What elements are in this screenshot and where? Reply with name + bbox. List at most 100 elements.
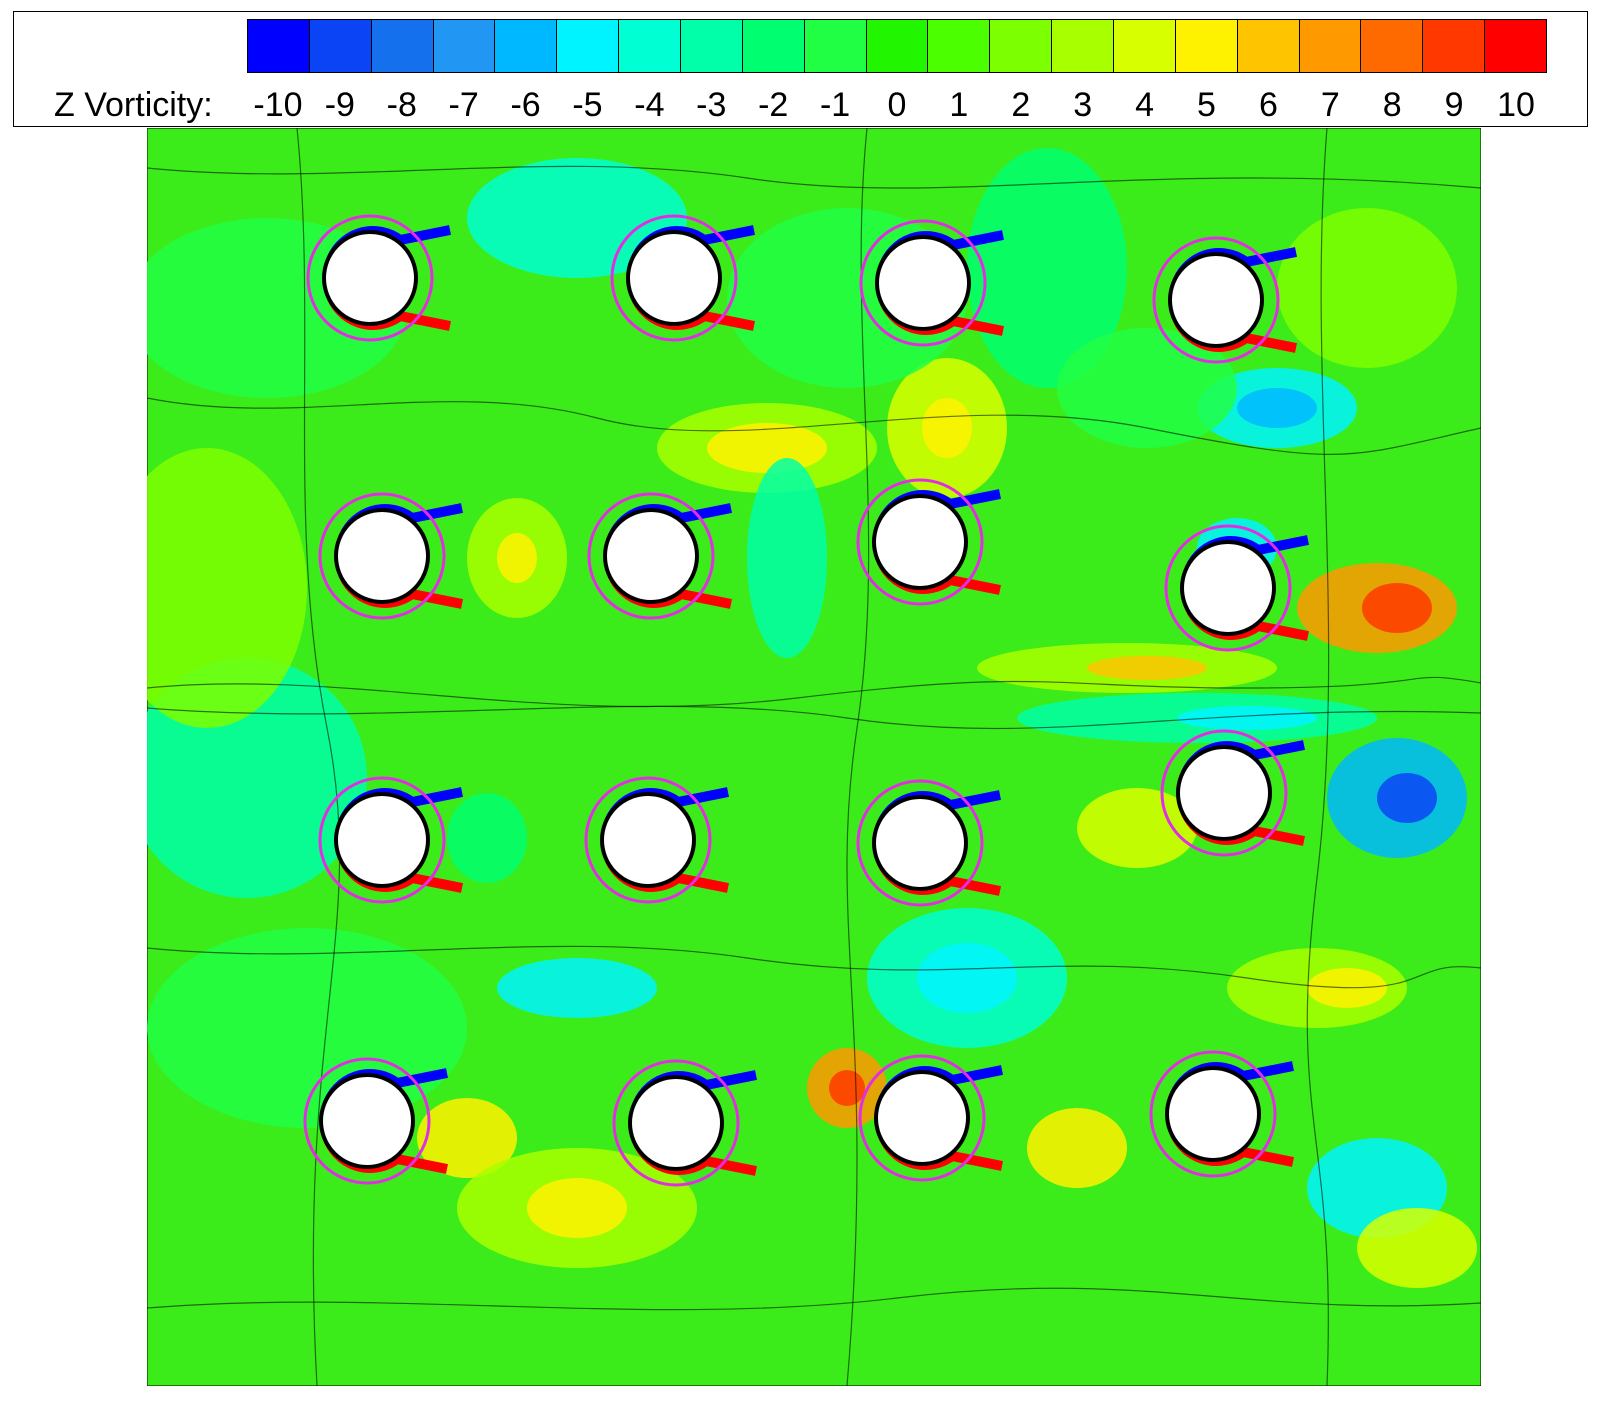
cylinder — [872, 795, 968, 891]
colorbar-tick-label: -1 — [819, 86, 851, 124]
colorbar-swatch — [866, 20, 929, 72]
cylinder-ring — [859, 219, 987, 347]
vortex-region — [917, 943, 1017, 1013]
colorbar-swatch — [742, 20, 805, 72]
colorbar-swatch — [990, 20, 1053, 72]
cylinder — [1165, 1066, 1261, 1162]
contour-line — [147, 1287, 1481, 1311]
vortex-region — [829, 1070, 865, 1106]
colorbar-swatch — [928, 20, 991, 72]
vortex-region — [967, 148, 1127, 388]
cylinder — [874, 1070, 970, 1166]
cylinder — [628, 1075, 724, 1171]
legend-title: Z Vorticity: — [54, 86, 213, 124]
cylinder-ring — [318, 776, 446, 904]
colorbar-swatch — [619, 20, 682, 72]
vortex-region — [497, 958, 657, 1018]
colorbar-swatch — [1237, 20, 1300, 72]
colorbar-tick-label: 8 — [1382, 86, 1402, 124]
vortex-region — [922, 398, 972, 458]
colorbar-tick-label: 6 — [1258, 86, 1278, 124]
cylinder — [626, 230, 722, 326]
vortex-region — [707, 423, 827, 473]
cylinder-ring — [1164, 524, 1292, 652]
vortex-region — [1362, 583, 1432, 633]
vortex-region — [527, 1178, 627, 1238]
colorbar-swatch — [1485, 20, 1547, 72]
colorbar-tick-labels: -10 -9 -8 -7 -6 -5 -4 -3 -2 -1 0 1 2 3 4 5 6 7 8 9 10 — [247, 88, 1547, 128]
cylinder-ring — [858, 1054, 986, 1182]
colorbar-swatch — [1361, 20, 1424, 72]
colorbar-tick-label: 1 — [949, 86, 969, 124]
cylinder — [603, 508, 699, 604]
colorbar-tick-label: 2 — [1011, 86, 1031, 124]
colorbar-tick-label: 4 — [1135, 86, 1155, 124]
colorbar-swatch — [433, 20, 496, 72]
colorbar-tick-label: 0 — [887, 86, 907, 124]
cylinder — [334, 792, 430, 888]
cylinder-ring — [856, 478, 984, 606]
colorbar-tick-label: -2 — [758, 86, 789, 124]
cylinder-ring — [584, 776, 712, 904]
vortex-region — [417, 1098, 517, 1178]
cylinder — [600, 792, 696, 888]
colorbar-swatch — [248, 20, 310, 72]
colorbar-swatch — [309, 20, 372, 72]
colorbar-swatch — [804, 20, 867, 72]
colorbar-tick-label: -10 — [253, 86, 303, 124]
colorbar-legend: Z Vorticity: -10 -9 -8 -7 -6 -5 -4 -3 -2 -1 0 1 2 3 4 5… — [13, 11, 1588, 127]
cylinder-ring — [1149, 1050, 1277, 1178]
colorbar-swatches — [247, 19, 1547, 73]
colorbar-swatch — [1114, 20, 1176, 72]
cylinder — [334, 508, 430, 604]
cylinder-ring — [610, 214, 738, 342]
colorbar-swatch — [1052, 20, 1115, 72]
cylinder — [319, 1073, 415, 1169]
cylinder-ring — [318, 492, 446, 620]
colorbar-swatch — [495, 20, 558, 72]
colorbar-tick-label: 7 — [1320, 86, 1340, 124]
contour-line — [147, 705, 1481, 730]
vortex-region — [1237, 388, 1317, 428]
cylinder-ring — [1152, 236, 1280, 364]
vortex-region — [147, 448, 307, 728]
cylinder-ring — [856, 779, 984, 907]
colorbar-swatch — [371, 20, 434, 72]
colorbar-tick-label: -6 — [510, 86, 541, 124]
vortex-region — [1277, 208, 1457, 368]
vortex-region — [1087, 656, 1207, 680]
colorbar-tick-label: -3 — [696, 86, 727, 124]
contour-line — [1306, 128, 1330, 1386]
vortex-region — [147, 928, 467, 1128]
vortex-region — [1077, 788, 1197, 868]
cylinder — [872, 494, 968, 590]
vorticity-field — [147, 128, 1481, 1386]
contour-line — [147, 165, 1481, 189]
colorbar-tick-label: 5 — [1197, 86, 1216, 124]
vortex-region — [497, 533, 537, 583]
colorbar-swatch — [1175, 20, 1238, 72]
cylinder — [875, 235, 971, 331]
vortex-region — [1177, 706, 1317, 730]
colorbar-tick-label: -4 — [634, 86, 665, 124]
cylinder-ring — [306, 214, 434, 342]
cylinder-ring — [587, 492, 715, 620]
contour-line — [147, 676, 1481, 708]
vortex-region — [467, 158, 687, 278]
vortex-region — [747, 458, 827, 658]
colorbar-tick-label: -8 — [386, 86, 417, 124]
contour-line — [846, 128, 870, 1386]
vorticity-contour-plot — [147, 128, 1481, 1386]
cylinder — [322, 230, 418, 326]
contour-line — [147, 945, 1481, 989]
colorbar-tick-label: -9 — [324, 86, 355, 124]
cylinder — [1180, 540, 1276, 636]
cylinder — [1168, 252, 1264, 348]
colorbar-tick-label: -5 — [572, 86, 603, 124]
colorbar-swatch — [1299, 20, 1362, 72]
contour-line — [296, 128, 341, 1386]
vortex-region — [447, 793, 527, 883]
cylinder — [1176, 745, 1272, 841]
vortex-region — [1357, 1208, 1477, 1288]
cylinder-ring — [303, 1057, 431, 1185]
